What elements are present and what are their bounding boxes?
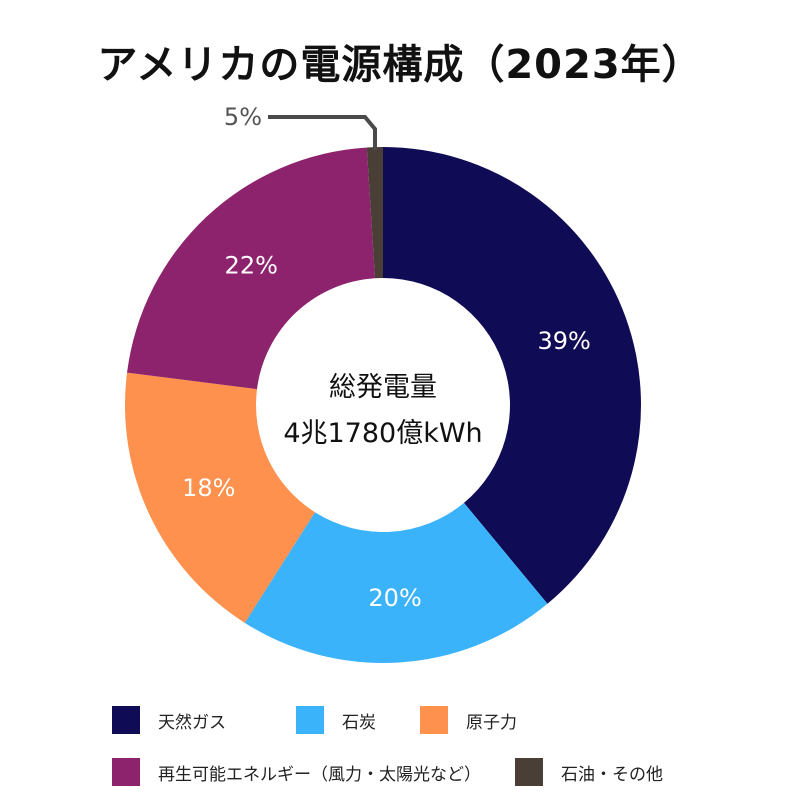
- legend-swatch-renewable: [112, 758, 140, 786]
- legend-row-1: 天然ガス 石炭 原子力: [112, 703, 732, 737]
- legend-label-nuclear: 原子力: [466, 712, 517, 733]
- legend-swatch-coal: [296, 706, 324, 734]
- slice-label-other: 5%: [224, 103, 262, 131]
- slice-label-coal: 20%: [368, 584, 421, 612]
- legend-item-gas: 天然ガス: [112, 706, 262, 734]
- legend-label-oil-other: 石油・その他: [561, 764, 663, 785]
- legend-item-renewable: 再生可能エネルギー（風力・太陽光など）: [112, 758, 481, 786]
- slices-group: [125, 147, 641, 663]
- legend-swatch-oil-other: [515, 758, 543, 786]
- legend-item-nuclear: 原子力: [420, 706, 517, 734]
- chart-title: アメリカの電源構成（2023年）: [97, 42, 703, 88]
- slice-nuclear: [125, 372, 315, 623]
- legend-label-coal: 石炭: [342, 712, 376, 733]
- slice-label-renewable: 22%: [225, 252, 278, 280]
- legend-label-gas: 天然ガス: [158, 712, 226, 733]
- legend-row-2: 再生可能エネルギー（風力・太陽光など） 石油・その他: [112, 755, 732, 789]
- slice-gas: [383, 147, 641, 604]
- slice-renewable: [127, 147, 376, 390]
- legend: 天然ガス 石炭 原子力 再生可能エネルギー（風力・太陽光など） 石油・その他: [112, 703, 732, 807]
- legend-label-renewable: 再生可能エネルギー（風力・太陽光など）: [158, 764, 481, 785]
- center-label-line2: 4兆1780億kWh: [283, 418, 482, 449]
- legend-swatch-nuclear: [420, 706, 448, 734]
- center-label-line1: 総発電量: [329, 372, 437, 403]
- legend-swatch-gas: [112, 706, 140, 734]
- slice-coal: [244, 502, 548, 663]
- slice-oil-other: [366, 147, 383, 279]
- slice-label-nuclear: 18%: [182, 474, 235, 502]
- legend-item-oil-other: 石油・その他: [515, 758, 663, 786]
- legend-item-coal: 石炭: [296, 706, 386, 734]
- labels-group: 39% 20% 18% 22%: [182, 252, 591, 612]
- slice-label-gas: 39%: [537, 327, 590, 355]
- leader-line-other: [268, 115, 377, 151]
